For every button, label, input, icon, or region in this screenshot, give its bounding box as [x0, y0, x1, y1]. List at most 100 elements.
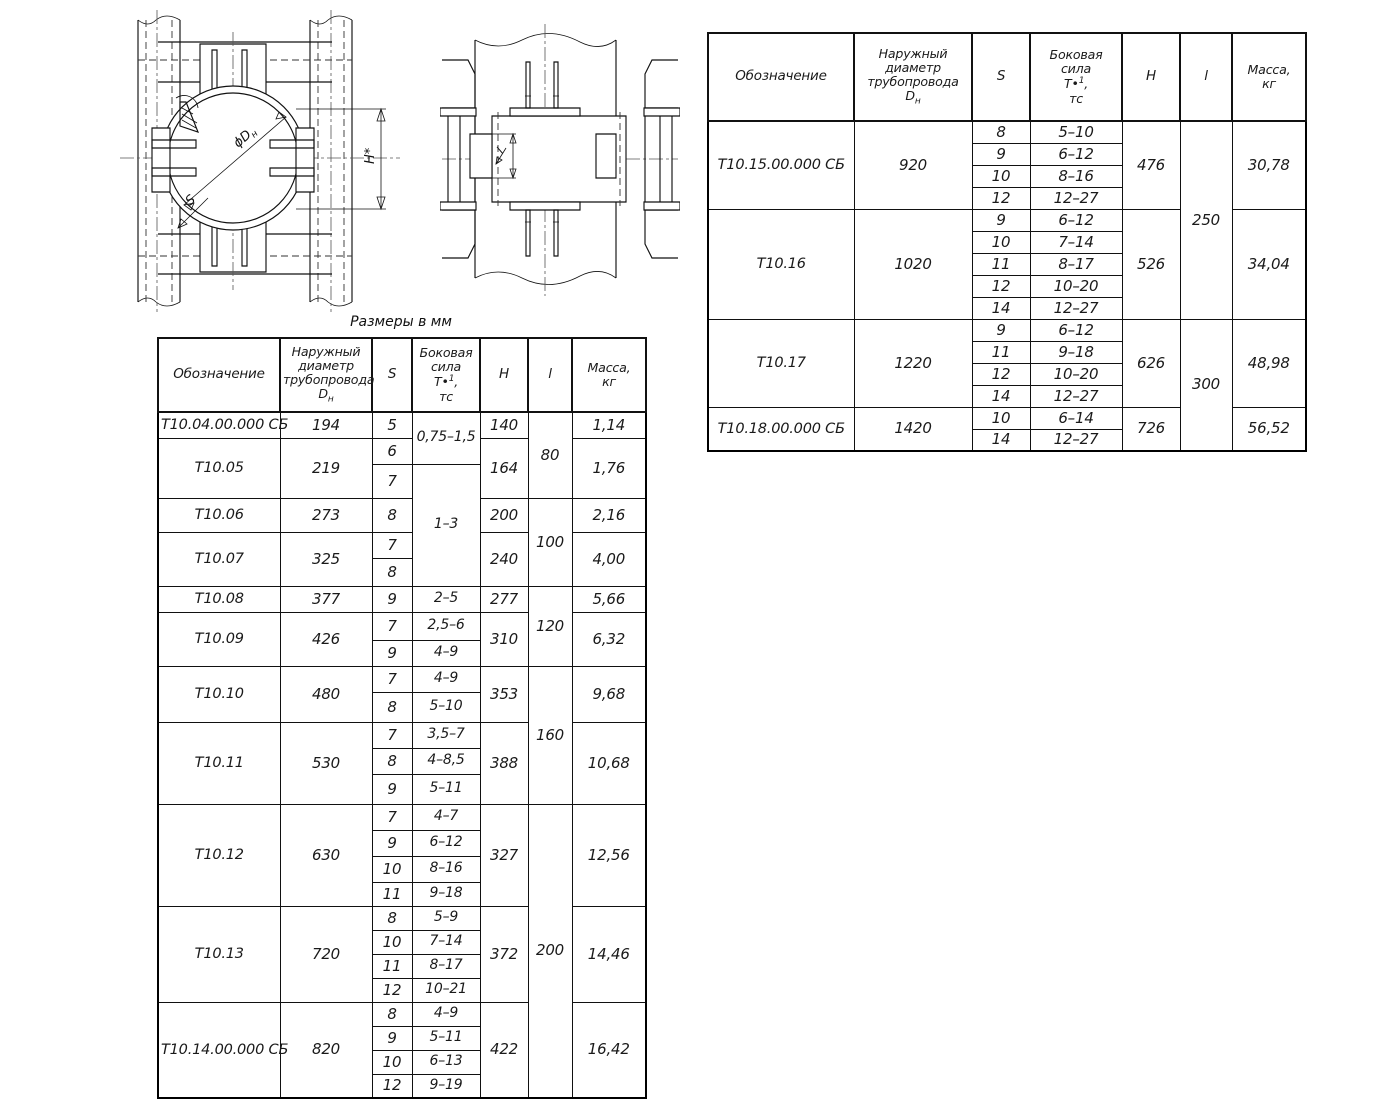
cell-side-force: 6–12 — [1029, 318, 1123, 342]
cell-side-force: 6–12 — [1029, 208, 1123, 232]
cell-mass: 1,14 — [571, 411, 647, 439]
cell-s: 7 — [371, 531, 413, 559]
cell-side-force: 5–9 — [411, 905, 481, 931]
table-row: 8 5–10 — [158, 691, 646, 723]
cell-h: 327 — [479, 803, 529, 907]
cell-s: 12 — [371, 977, 413, 1003]
col-outer-diameter: Наружный диаметр трубопровода Dн — [853, 32, 973, 122]
cell-s: 7 — [371, 611, 413, 641]
cell-l: 300 — [1179, 318, 1233, 452]
cell-l: 80 — [527, 411, 573, 499]
front-view-drawing: ɸDн S H* — [100, 2, 420, 314]
col-s: S — [371, 337, 413, 413]
cell-side-force: 4–8,5 — [411, 747, 481, 775]
cell-h: 200 — [479, 497, 529, 533]
cell-side-force: 7–14 — [411, 929, 481, 955]
table-row: Т10.04.00.000 СБ 194 5 0,75–1,5 140 80 1,14 — [157, 411, 647, 499]
cell-mass: 9,68 — [571, 665, 647, 723]
cell-mass: 10,68 — [571, 721, 647, 805]
col-l: l — [1179, 32, 1233, 122]
cell-side-force: 6–12 — [411, 829, 481, 857]
cell-outer-diameter: 219 — [279, 437, 373, 499]
col-s: S — [971, 32, 1031, 122]
cell-outer-diameter: 920 — [853, 120, 973, 210]
cell-designation: Т10.11 — [157, 721, 281, 805]
cell-designation: Т10.09 — [157, 611, 281, 667]
table-row: Т10.07 325 7 240 4,00 — [157, 531, 647, 587]
table-row: 14 12–27 — [708, 428, 1306, 452]
cell-s: 14 — [971, 296, 1031, 320]
cell-side-force: 12–27 — [1029, 186, 1123, 210]
cell-h: 277 — [479, 585, 529, 613]
cell-h: 388 — [479, 721, 529, 805]
cell-side-force: 10–20 — [1029, 362, 1123, 386]
cell-outer-diameter: 1220 — [853, 318, 973, 408]
cell-designation: Т10.06 — [157, 497, 281, 533]
table-header-row: Обозначение Наружный диаметр трубопровод… — [157, 337, 647, 413]
cell-s: 10 — [371, 1049, 413, 1075]
cell-s: 8 — [371, 1001, 413, 1027]
cell-h: 240 — [479, 531, 529, 587]
cell-mass: 4,00 — [571, 531, 647, 587]
table-row: 9 5–11 — [158, 773, 646, 805]
cell-designation: Т10.10 — [157, 665, 281, 723]
cell-outer-diameter: 194 — [279, 411, 373, 439]
cell-outer-diameter: 480 — [279, 665, 373, 723]
cell-mass: 12,56 — [571, 803, 647, 907]
cell-s: 9 — [371, 773, 413, 805]
table-row: Т10.17 1220 9 6–12 626 300 48,98 — [707, 318, 1307, 452]
upper-table-body: Т10.15.00.000 СБ 920 8 5–10 476 250 30,78 9 6–12… — [707, 120, 1307, 452]
cell-side-force: 0,75–1,5 — [411, 411, 481, 465]
cell-h: 526 — [1121, 208, 1181, 320]
cell-outer-diameter: 1020 — [853, 208, 973, 320]
col-mass: Масса, кг — [1231, 32, 1307, 122]
cell-side-force: 6–13 — [411, 1049, 481, 1075]
cell-side-force: 2–5 — [411, 585, 481, 613]
cell-side-force: 8–16 — [411, 855, 481, 883]
cell-h: 626 — [1121, 318, 1181, 408]
cell-mass: 2,16 — [571, 497, 647, 533]
table-header-row: Обозначение Наружный диаметр трубопровод… — [707, 32, 1307, 122]
table-row: Т10.11 530 7 3,5–7 388 10,68 — [157, 721, 647, 805]
side-view-drawing: l — [440, 12, 680, 307]
col-designation: Обозначение — [157, 337, 281, 413]
cell-s: 9 — [971, 142, 1031, 166]
lower-table-body: Т10.04.00.000 СБ 194 5 0,75–1,5 140 80 1,14 Т10… — [157, 411, 647, 1099]
cell-side-force: 9–18 — [1029, 340, 1123, 364]
cell-side-force: 5–11 — [411, 773, 481, 805]
cell-s: 8 — [971, 120, 1031, 144]
col-designation: Обозначение — [707, 32, 855, 122]
cell-s: 10 — [971, 164, 1031, 188]
cell-outer-diameter: 720 — [279, 905, 373, 1003]
cell-h: 372 — [479, 905, 529, 1003]
cell-s: 9 — [971, 208, 1031, 232]
table-row: Т10.14.00.000 СБ 820 8 4–9 422 16,42 — [157, 1001, 647, 1099]
cell-s: 8 — [371, 691, 413, 723]
table-row: Т10.15.00.000 СБ 920 8 5–10 476 250 30,78 — [707, 120, 1307, 320]
cell-side-force: 8–17 — [411, 953, 481, 979]
cell-h: 726 — [1121, 406, 1181, 452]
cell-s: 12 — [371, 1073, 413, 1099]
cell-l: 100 — [527, 497, 573, 587]
cell-s: 12 — [971, 274, 1031, 298]
cell-h: 310 — [479, 611, 529, 667]
cell-side-force: 4–9 — [411, 665, 481, 693]
cell-outer-diameter: 377 — [279, 585, 373, 613]
cell-s: 14 — [971, 428, 1031, 452]
table-row: 10 8–16 — [708, 164, 1306, 188]
cell-mass: 30,78 — [1231, 120, 1307, 210]
cell-mass: 14,46 — [571, 905, 647, 1003]
cell-mass: 34,04 — [1231, 208, 1307, 320]
table-row: 11 8–17 — [708, 252, 1306, 276]
cell-side-force: 5–10 — [411, 691, 481, 723]
cell-s: 11 — [971, 340, 1031, 364]
cell-s: 11 — [971, 252, 1031, 276]
pipe-support-table-small: Обозначение Наружный диаметр трубопровод… — [157, 337, 647, 1099]
cell-side-force: 4–9 — [411, 1001, 481, 1027]
cell-designation: Т10.13 — [157, 905, 281, 1003]
table-row: 14 12–27 — [708, 296, 1306, 320]
cell-outer-diameter: 325 — [279, 531, 373, 587]
cell-s: 10 — [371, 855, 413, 883]
lower-table-wrapper: Обозначение Наружный диаметр трубопровод… — [157, 337, 647, 1099]
table-row: Т10.10 480 7 4–9 353 160 9,68 — [157, 665, 647, 805]
